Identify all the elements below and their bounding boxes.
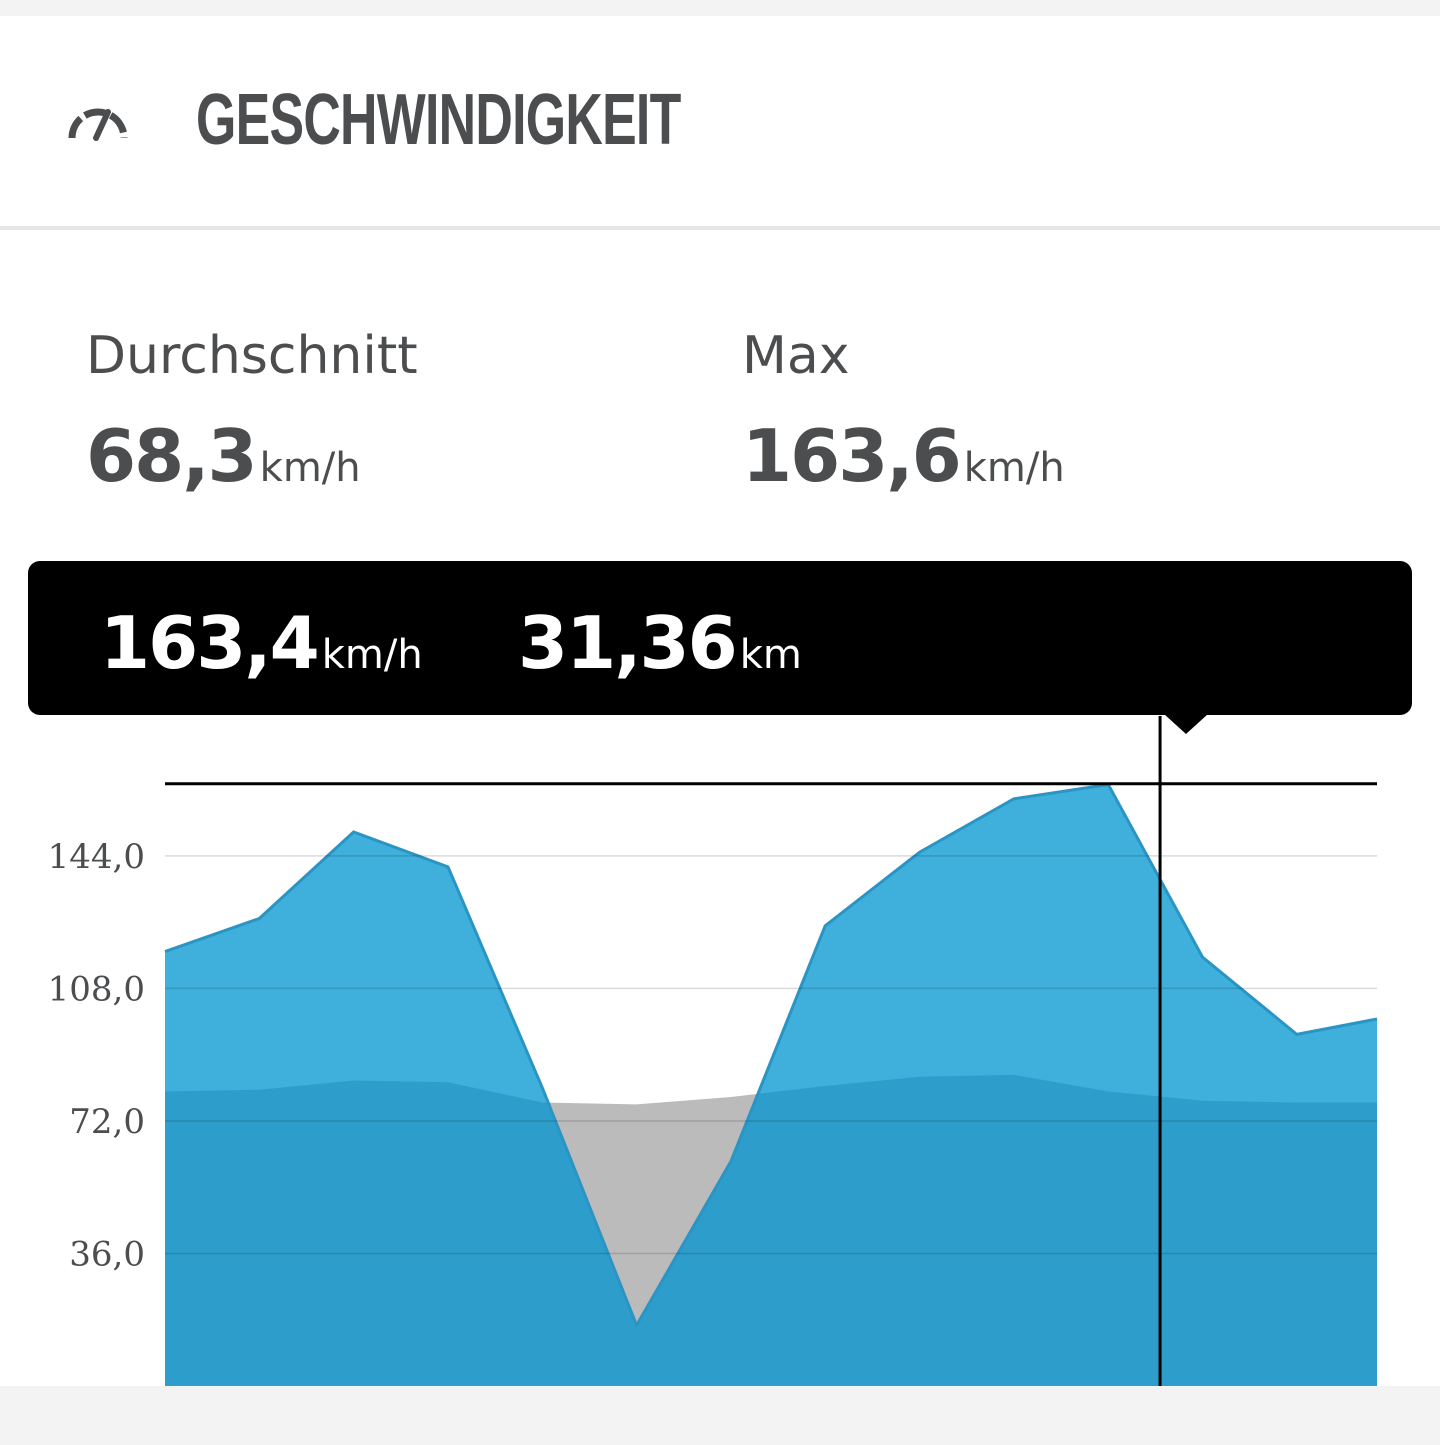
speed-card: GESCHWINDIGKEIT Durchschnitt 68,3 km/h Ma… <box>0 16 1440 1386</box>
speedometer-icon <box>68 108 128 141</box>
stat-average: Durchschnitt 68,3 km/h <box>86 324 418 498</box>
speed-point-8 <box>918 850 922 854</box>
stat-max-unit: km/h <box>963 445 1065 491</box>
speed-point-11 <box>1201 955 1205 959</box>
speed-point-6 <box>729 1159 733 1163</box>
tooltip-distance-value: 31,36 <box>518 601 738 685</box>
stat-average-unit: km/h <box>259 445 361 491</box>
stat-max-value: 163,6 <box>742 414 962 498</box>
stat-max: Max 163,6 km/h <box>742 324 1065 498</box>
speed-line <box>164 782 1378 1329</box>
y-tick-label-2: 108,0 <box>48 969 145 1009</box>
speed-point-7 <box>823 924 827 928</box>
y-tick-label-1: 72,0 <box>69 1102 145 1142</box>
speed-point-9 <box>1012 797 1016 801</box>
speed-point-12 <box>1295 1032 1299 1036</box>
tooltip-speed-unit: km/h <box>321 632 423 678</box>
section-header: GESCHWINDIGKEIT <box>0 16 1440 230</box>
comparison-area-overlay <box>165 1074 1377 1386</box>
stat-average-label: Durchschnitt <box>86 326 418 386</box>
speed-chart[interactable]: 36,0 72,0 108,0 144,0 <box>0 16 1440 1386</box>
stat-average-value: 68,3 <box>86 414 258 498</box>
y-tick-label-3: 144,0 <box>48 837 145 877</box>
speed-point-5 <box>635 1323 639 1327</box>
speed-point-1 <box>257 916 261 920</box>
tooltip-speed-value: 163,4 <box>100 601 320 685</box>
speed-point-3 <box>446 865 450 869</box>
chart-tooltip: 163,4 km/h 31,36 km <box>28 561 1412 734</box>
tooltip-distance-unit: km <box>739 632 802 678</box>
tooltip-speed: 163,4 km/h <box>100 601 423 685</box>
page-title: GESCHWINDIGKEIT <box>196 80 681 160</box>
speed-point-0 <box>163 950 167 954</box>
stat-max-label: Max <box>742 326 850 386</box>
speed-point-4 <box>540 1086 544 1090</box>
y-tick-label-0: 36,0 <box>69 1234 145 1274</box>
tooltip-distance: 31,36 km <box>518 601 802 685</box>
speed-point-2 <box>352 830 356 834</box>
tooltip-pointer <box>1164 714 1208 734</box>
